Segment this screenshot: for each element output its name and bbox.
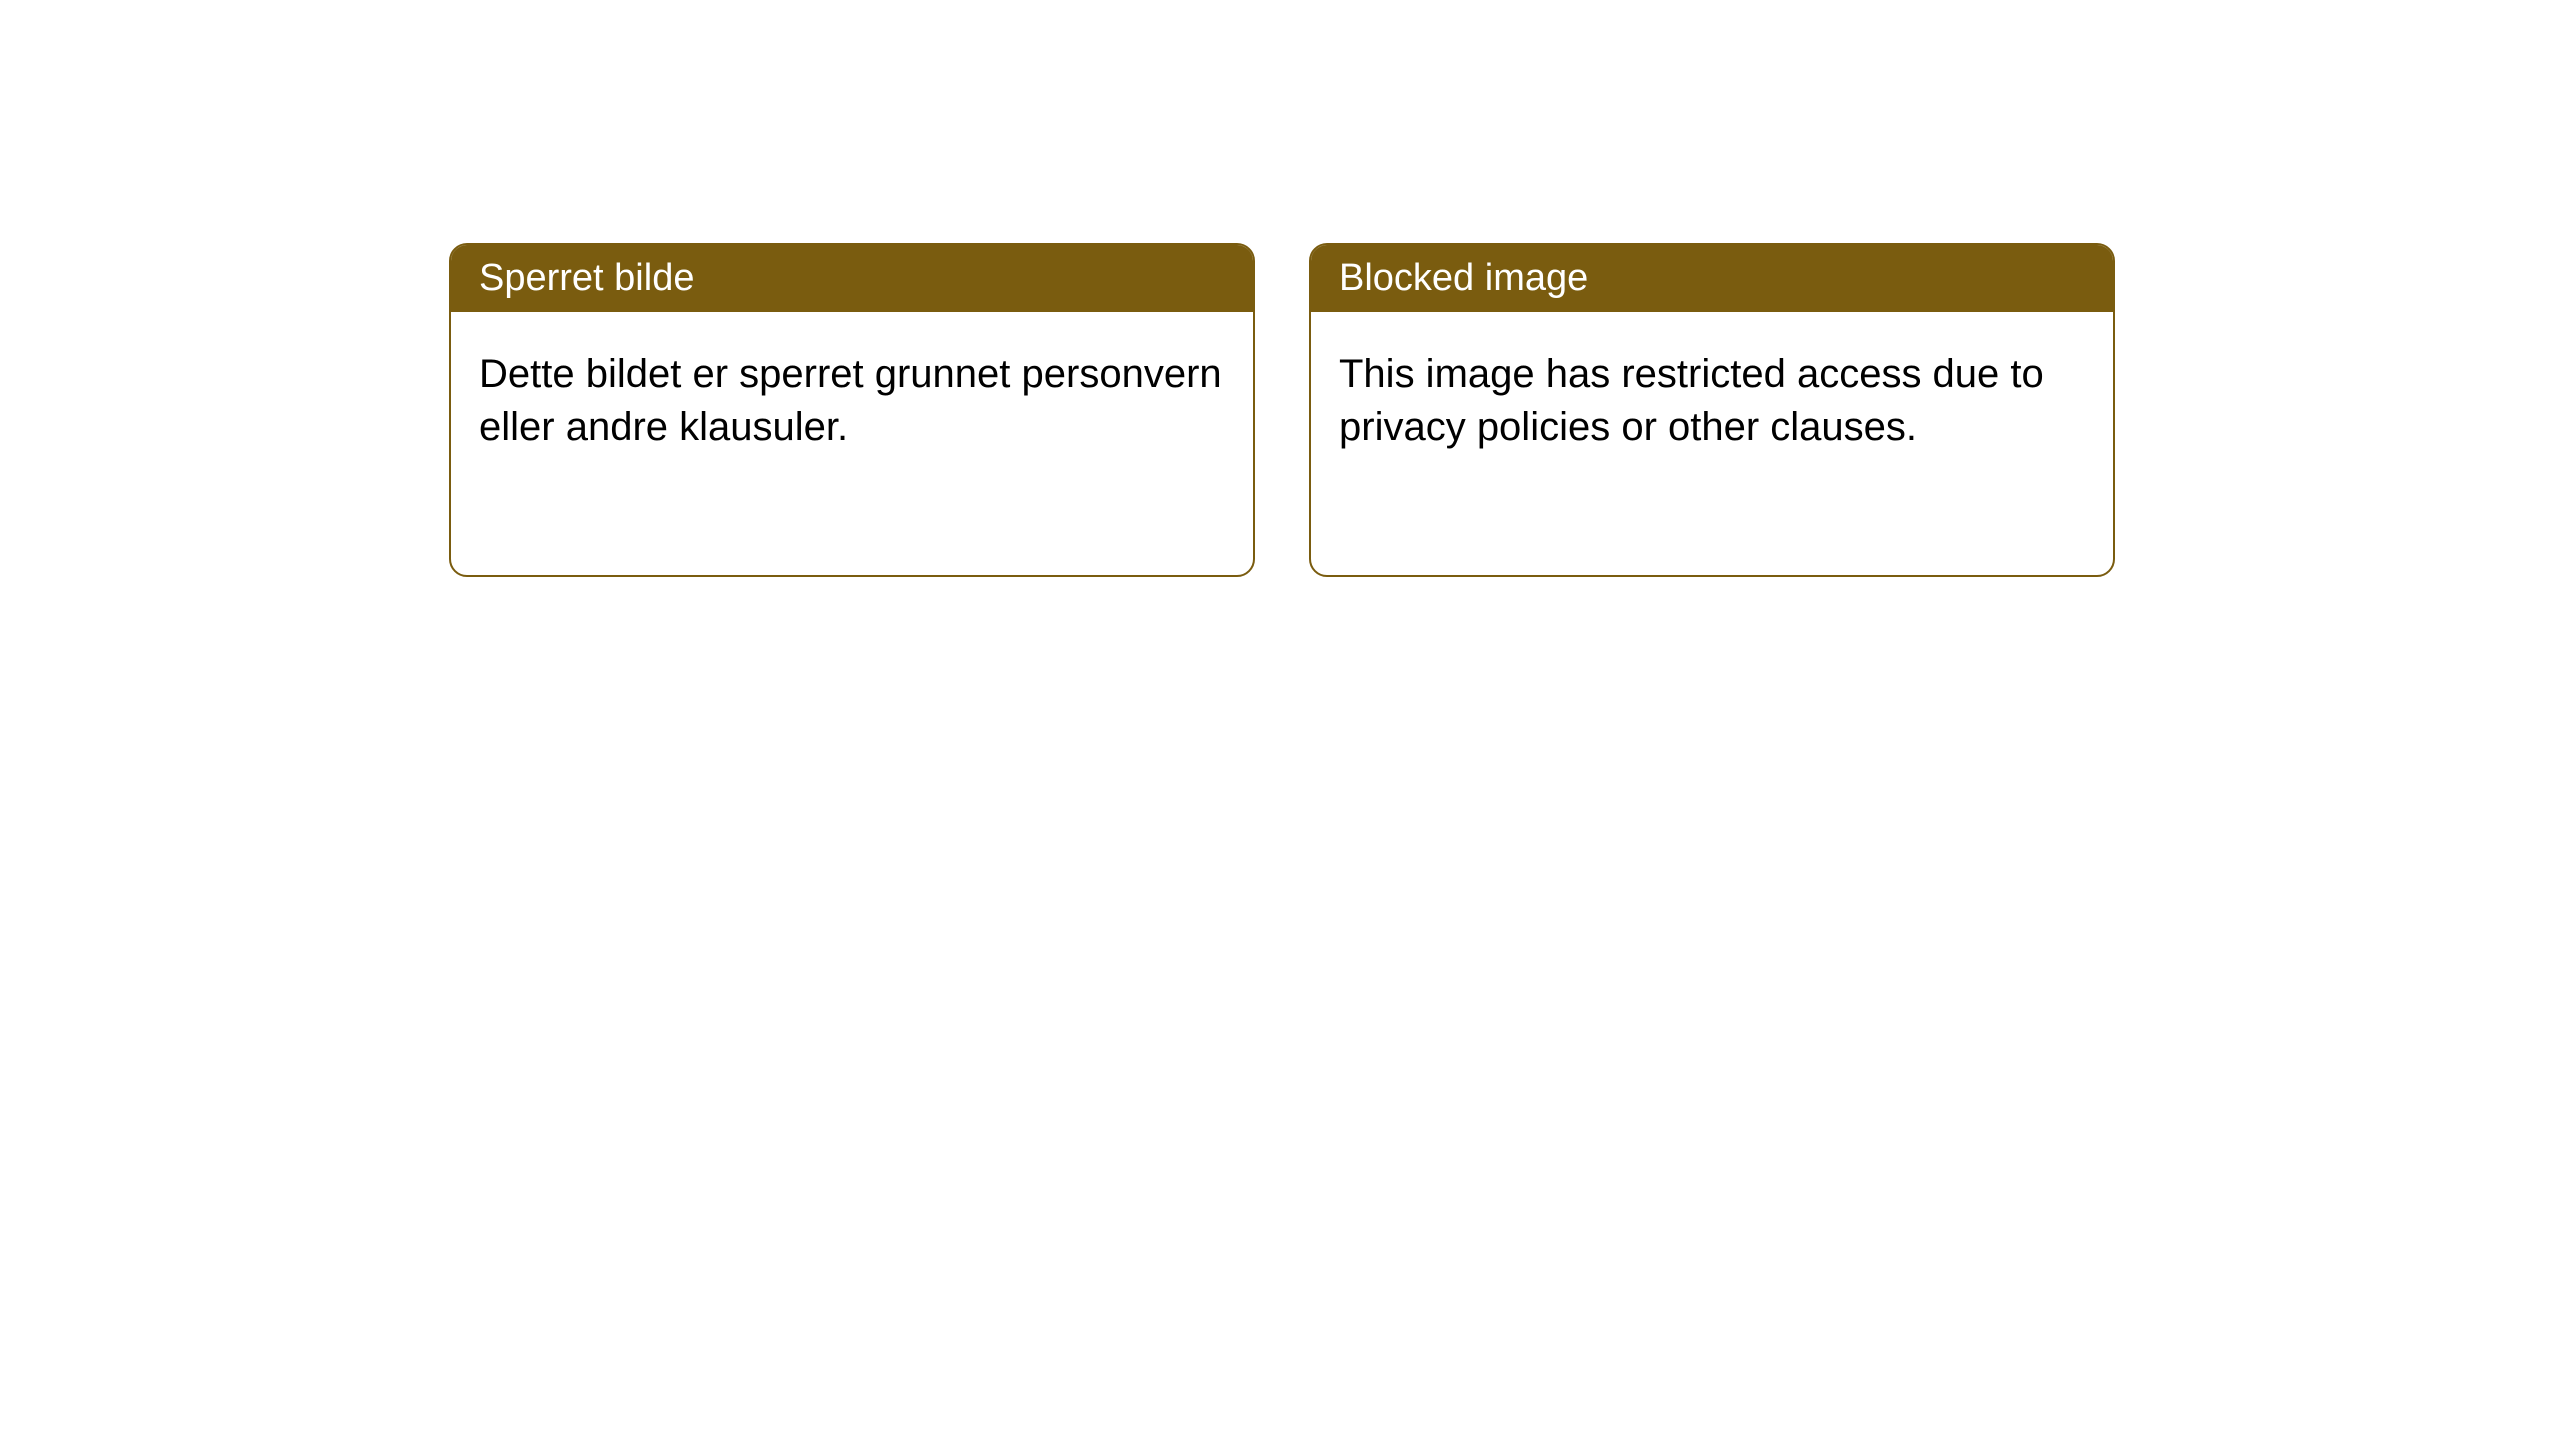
notice-title: Blocked image <box>1339 257 1588 299</box>
notice-card-body: This image has restricted access due to … <box>1311 312 2113 490</box>
notice-body-text: This image has restricted access due to … <box>1339 352 2044 449</box>
notice-title: Sperret bilde <box>479 257 694 299</box>
notice-card-body: Dette bildet er sperret grunnet personve… <box>451 312 1253 490</box>
notice-card-header: Blocked image <box>1311 245 2113 312</box>
notice-container: Sperret bilde Dette bildet er sperret gr… <box>0 0 2560 577</box>
notice-card-english: Blocked image This image has restricted … <box>1309 243 2115 577</box>
notice-card-norwegian: Sperret bilde Dette bildet er sperret gr… <box>449 243 1255 577</box>
notice-body-text: Dette bildet er sperret grunnet personve… <box>479 352 1222 449</box>
notice-card-header: Sperret bilde <box>451 245 1253 312</box>
